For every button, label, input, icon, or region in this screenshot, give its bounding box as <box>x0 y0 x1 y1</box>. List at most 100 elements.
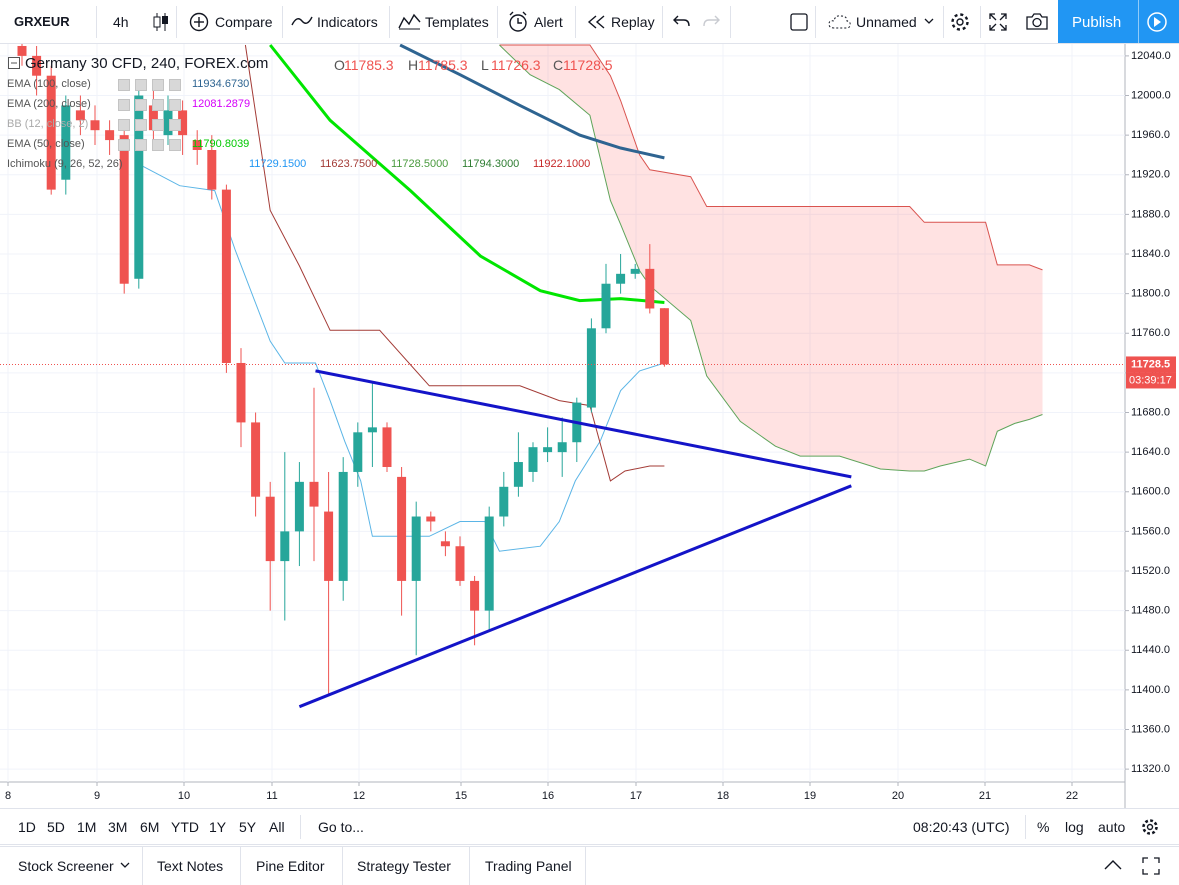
cloud-icon[interactable] <box>828 14 852 30</box>
alert-button[interactable]: Alert <box>534 14 563 30</box>
range-button[interactable]: YTD <box>171 819 199 835</box>
templates-icon[interactable] <box>398 12 422 30</box>
indicator-name[interactable]: Ichimoku (9, 26, 52, 26) <box>7 158 123 170</box>
x-tick-label: 12 <box>353 790 365 802</box>
indicator-line <box>399 44 665 160</box>
separator <box>730 6 731 38</box>
indicator-name[interactable]: BB (12, close, 2) <box>7 118 89 130</box>
tab[interactable]: Strategy Tester <box>357 858 451 874</box>
y-tick-label: 11880.0 <box>1131 208 1170 220</box>
scale-option[interactable]: % <box>1037 819 1050 835</box>
undo-icon[interactable] <box>673 14 691 28</box>
indicator-control[interactable] <box>152 99 164 111</box>
redo-icon[interactable] <box>702 14 720 28</box>
scale-option[interactable]: auto <box>1098 819 1126 835</box>
separator <box>1025 815 1026 839</box>
axis-settings-icon[interactable] <box>1141 818 1159 836</box>
indicator-name[interactable]: EMA (50, close) <box>7 138 85 150</box>
goto-button[interactable]: Go to... <box>318 819 364 835</box>
x-tick-label: 16 <box>542 790 554 802</box>
range-button[interactable]: 1Y <box>209 819 227 835</box>
alert-icon[interactable] <box>507 11 529 33</box>
interval[interactable]: 4h <box>113 14 129 30</box>
tab[interactable]: Stock Screener <box>18 858 114 874</box>
indicator-control[interactable] <box>135 119 147 131</box>
candle-body <box>75 110 85 121</box>
scale-option[interactable]: log <box>1065 819 1084 835</box>
indicator-name[interactable]: EMA (200, close) <box>7 98 91 110</box>
candle-body <box>265 496 275 562</box>
separator <box>142 847 143 885</box>
chevron-icon[interactable] <box>924 18 934 26</box>
separator <box>980 6 981 38</box>
collapse-icon[interactable] <box>8 57 20 69</box>
chevron-icon[interactable] <box>120 862 130 870</box>
indicator-control[interactable] <box>152 119 164 131</box>
indicator-line <box>244 44 665 482</box>
indicator-control[interactable] <box>169 119 181 131</box>
indicator-control[interactable] <box>169 139 181 151</box>
indicators-icon[interactable] <box>291 14 313 28</box>
indicator-control[interactable] <box>152 139 164 151</box>
indicators-button[interactable]: Indicators <box>317 14 378 30</box>
tab[interactable]: Trading Panel <box>485 858 572 874</box>
clock: 08:20:43 (UTC) <box>913 819 1010 835</box>
indicator-control[interactable] <box>169 79 181 91</box>
indicator-control[interactable] <box>118 119 130 131</box>
trend-line <box>298 484 852 709</box>
indicator-control[interactable] <box>135 79 147 91</box>
layout-name[interactable]: Unnamed <box>856 14 917 30</box>
indicator-name[interactable]: EMA (100, close) <box>7 78 91 90</box>
range-button[interactable]: All <box>269 819 285 835</box>
candle-body <box>309 481 319 507</box>
separator <box>662 6 663 38</box>
replay-button[interactable]: Replay <box>611 14 655 30</box>
indicator-control[interactable] <box>135 99 147 111</box>
indicator-control[interactable] <box>169 99 181 111</box>
tab[interactable]: Pine Editor <box>256 858 325 874</box>
compare-button[interactable]: Compare <box>215 14 273 30</box>
indicator-control[interactable] <box>118 139 130 151</box>
templates-button[interactable]: Templates <box>425 14 489 30</box>
range-button[interactable]: 5D <box>47 819 65 835</box>
y-tick-label: 11760.0 <box>1131 327 1170 339</box>
ohlc-key: H <box>408 57 419 73</box>
stream-button[interactable] <box>1138 0 1179 43</box>
separator <box>240 847 241 885</box>
select-icon[interactable] <box>790 13 808 31</box>
last-price-label: 11728.5 <box>1131 358 1170 370</box>
cloud-span-b <box>499 44 1043 271</box>
publish-button[interactable]: Publish <box>1058 0 1138 43</box>
candle-body <box>105 130 115 141</box>
ohlc-key: O <box>334 57 345 73</box>
fullscreen-icon[interactable] <box>989 13 1007 31</box>
indicator-value: 11922.1000 <box>533 158 591 170</box>
symbol[interactable]: GRXEUR <box>14 14 70 29</box>
indicator-control[interactable] <box>118 99 130 111</box>
compare-icon[interactable] <box>189 12 209 32</box>
last-price-box <box>1126 356 1176 373</box>
snapshot-icon[interactable] <box>1026 12 1048 30</box>
indicator-control[interactable] <box>152 79 164 91</box>
range-button[interactable]: 3M <box>108 819 128 835</box>
chart-style-icon[interactable] <box>152 12 170 32</box>
y-tick-label: 11920.0 <box>1131 169 1170 181</box>
separator <box>96 6 97 38</box>
tab[interactable]: Text Notes <box>157 858 224 874</box>
range-button[interactable]: 6M <box>140 819 160 835</box>
y-tick-label: 11320.0 <box>1131 763 1170 775</box>
x-tick-label: 20 <box>892 790 904 802</box>
range-button[interactable]: 5Y <box>239 819 257 835</box>
separator <box>943 6 944 38</box>
indicator-control[interactable] <box>135 139 147 151</box>
maximize-panel-icon[interactable] <box>1104 860 1122 870</box>
settings-icon[interactable] <box>950 12 970 32</box>
panel-fullscreen-icon[interactable] <box>1142 857 1160 875</box>
indicator-control[interactable] <box>118 79 130 91</box>
candle-body <box>134 95 144 279</box>
range-button[interactable]: 1M <box>77 819 97 835</box>
range-button[interactable]: 1D <box>18 819 36 835</box>
replay-icon[interactable] <box>587 15 607 29</box>
candle-body <box>178 110 188 136</box>
